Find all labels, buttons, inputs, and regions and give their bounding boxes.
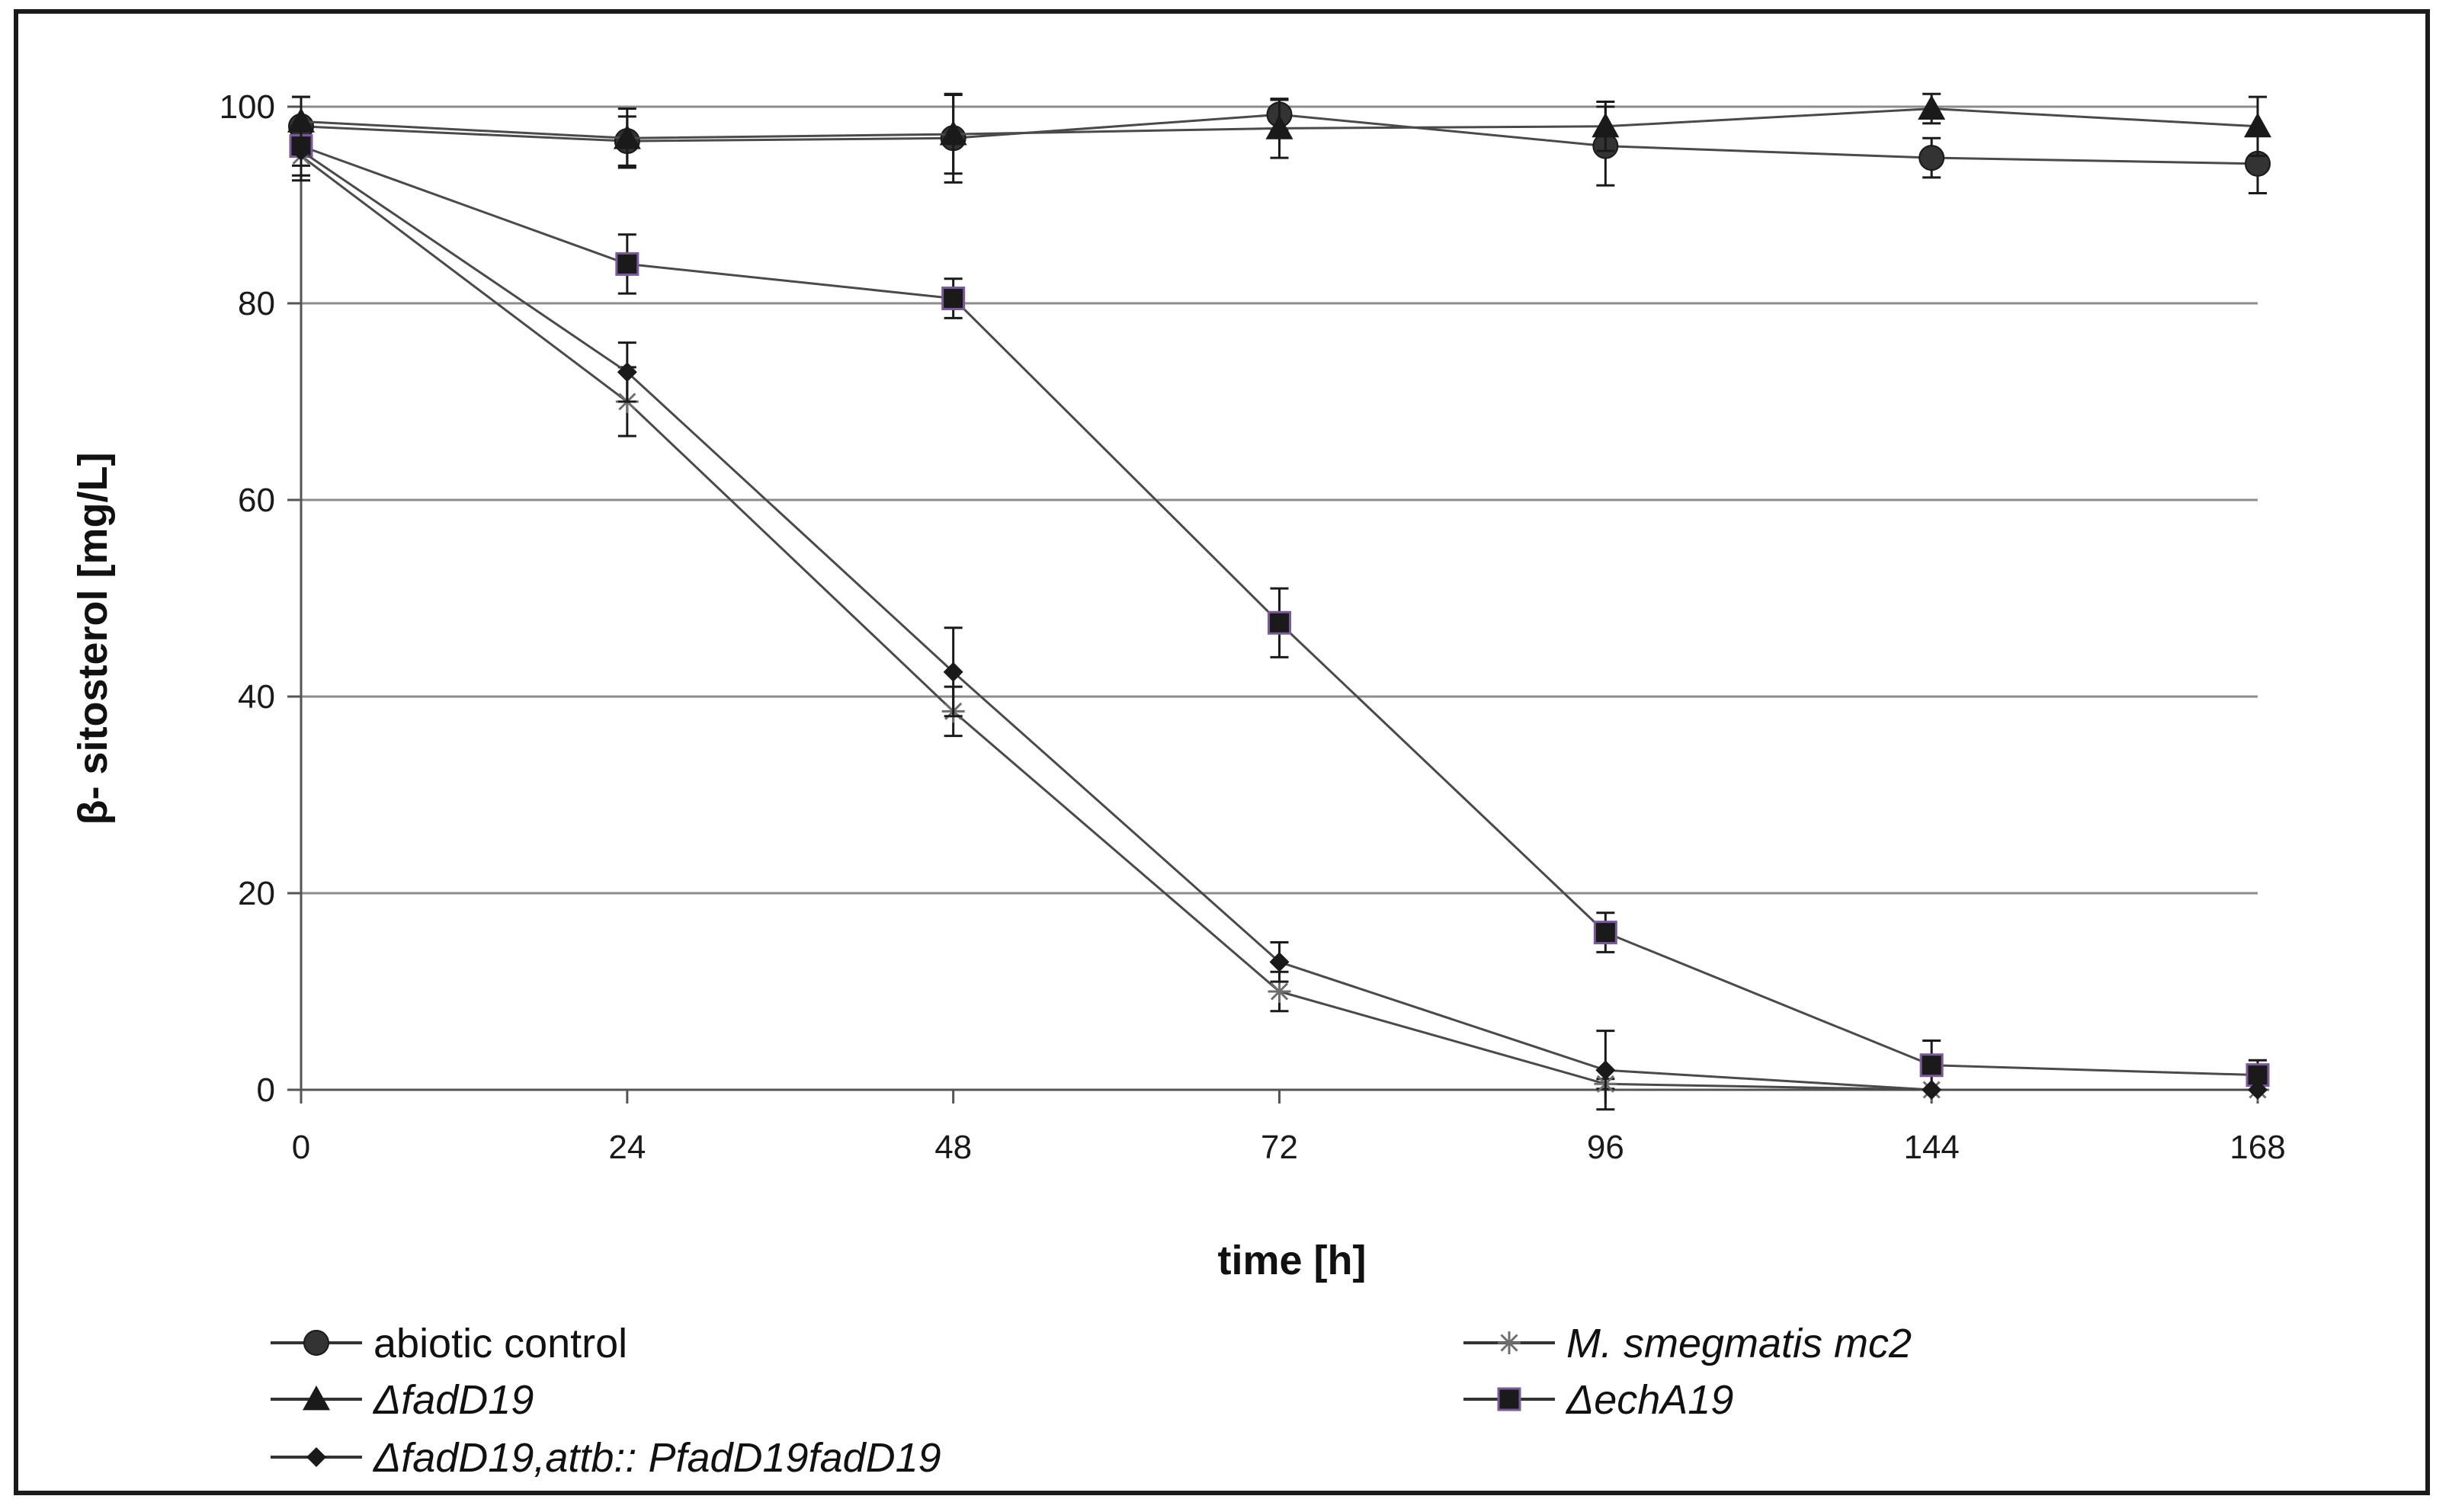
x-tick-label: 168	[2229, 1129, 2285, 1166]
data-point	[617, 362, 637, 383]
y-tick-labels: 0 20 40 60 80 100	[220, 88, 275, 1109]
legend-entry-1: M. smegmatis mc2	[1463, 1321, 1912, 1366]
data-point	[615, 251, 639, 276]
legend-entry-0: abiotic control	[271, 1321, 627, 1366]
x-axis-title: time [h]	[1218, 1238, 1367, 1283]
y-tick-label: 20	[238, 875, 275, 912]
y-axis-title: β- sitosterol [mg/L]	[70, 453, 116, 825]
x-tick-label: 48	[934, 1129, 972, 1166]
axes	[287, 99, 2259, 1104]
legend-label: abiotic control	[373, 1321, 627, 1366]
series-layer	[287, 92, 2271, 1111]
data-point	[1593, 921, 1617, 945]
data-point	[1919, 1053, 1944, 1078]
data-point	[1268, 980, 1291, 1003]
legend-label: M. smegmatis mc2	[1566, 1321, 1912, 1366]
data-point	[613, 124, 641, 149]
data-point	[2244, 112, 2271, 138]
y-tick-label: 60	[238, 482, 275, 519]
series-4	[291, 125, 2268, 1111]
data-point	[1918, 94, 1946, 120]
data-point	[291, 141, 311, 162]
data-point	[1592, 112, 1620, 138]
data-point	[943, 662, 963, 682]
data-point	[1918, 145, 1945, 171]
legend-marker	[303, 1330, 329, 1356]
x-tick-label: 144	[1903, 1129, 1959, 1166]
grid-lines	[301, 105, 2258, 895]
x-tick-labels: 0 24 48 72 96 144 168	[292, 1129, 2286, 1166]
legend-entry-3: ΔechA19	[1463, 1377, 1733, 1423]
y-tick-label: 40	[238, 678, 275, 716]
y-tick-label: 0	[257, 1072, 275, 1109]
legend-entry-4: ΔfadD19,attb:: PfadD19fadD19	[271, 1435, 941, 1481]
legend-marker	[306, 1447, 326, 1467]
x-tick-label: 72	[1261, 1129, 1298, 1166]
legend-marker	[1498, 1331, 1521, 1354]
data-point	[939, 120, 967, 146]
x-tick-label: 96	[1587, 1129, 1624, 1166]
x-tick-label: 0	[292, 1129, 310, 1166]
legend-label: ΔechA19	[1565, 1377, 1733, 1423]
data-point	[1595, 1060, 1616, 1081]
legend-label: ΔfadD19,attb:: PfadD19fadD19	[372, 1435, 941, 1481]
legend-entry-2: ΔfadD19	[271, 1377, 534, 1423]
legend: abiotic control M. smegmatis mc2 ΔfadD19 Δe…	[271, 1321, 1912, 1481]
legend-marker	[303, 1385, 330, 1411]
x-tick-label: 24	[608, 1129, 646, 1166]
data-point	[1922, 1080, 1942, 1100]
data-point	[2248, 1080, 2268, 1100]
y-tick-label: 100	[220, 88, 275, 126]
data-point	[1268, 610, 1291, 635]
data-point	[1269, 952, 1290, 972]
data-point	[941, 287, 966, 311]
y-tick-label: 80	[238, 285, 275, 322]
chart-frame	[14, 9, 2430, 1495]
legend-label: ΔfadD19	[372, 1377, 534, 1423]
legend-marker	[1497, 1387, 1521, 1411]
series-2	[287, 92, 2271, 175]
data-point	[1265, 114, 1293, 139]
